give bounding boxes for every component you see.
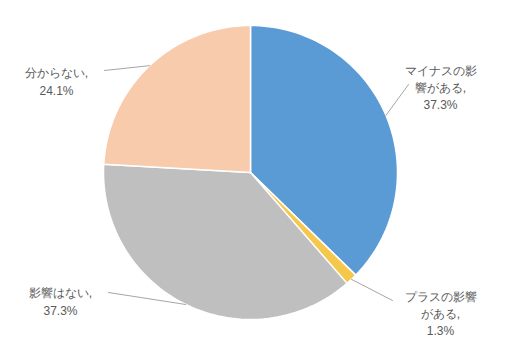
svg-text:影響はない,37.3%: 影響はない,37.3% (29, 286, 92, 317)
svg-text:プラスの影響がある,1.3%: プラスの影響がある,1.3% (405, 290, 477, 339)
svg-text:マイナスの影響がある,37.3%: マイナスの影響がある,37.3% (405, 64, 477, 113)
svg-text:分からない,24.1%: 分からない,24.1% (25, 66, 88, 97)
